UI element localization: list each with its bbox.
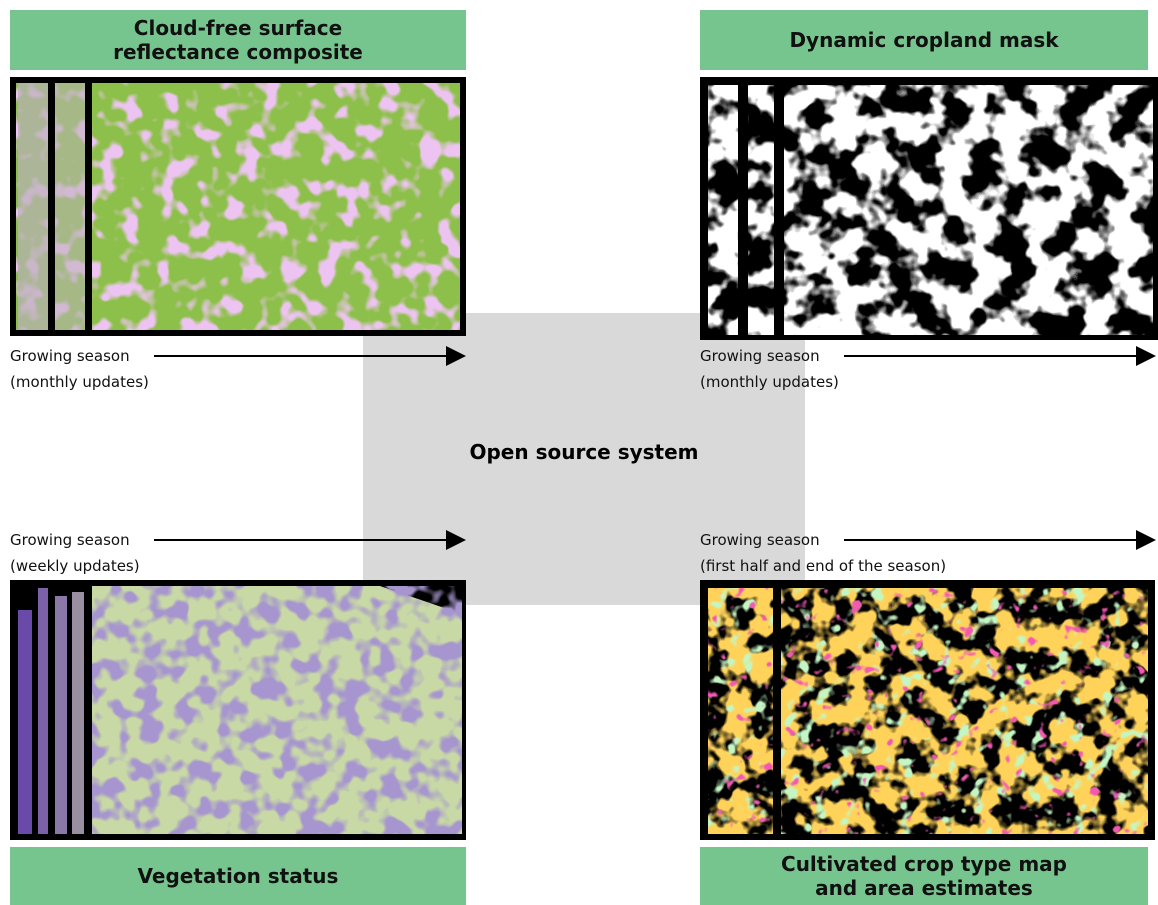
caption: Growing season(weekly updates) xyxy=(10,527,140,579)
page: Cloud-free surfacereflectance composite … xyxy=(0,0,1158,905)
caption: Growing season(first half and end of the… xyxy=(700,527,946,579)
title-line: Cultivated crop type map xyxy=(781,852,1067,876)
title-line: Dynamic cropland mask xyxy=(789,28,1058,52)
caption-line: (weekly updates) xyxy=(10,553,140,579)
caption: Growing season(monthly updates) xyxy=(10,343,149,395)
panel-title: Dynamic cropland mask xyxy=(700,10,1148,70)
crop-type-image xyxy=(700,580,1155,840)
cropland-mask-image xyxy=(700,77,1158,340)
caption-line: (monthly updates) xyxy=(10,369,149,395)
panel-title: Vegetation status xyxy=(10,847,466,905)
caption-line: Growing season xyxy=(10,343,149,369)
caption-line: Growing season xyxy=(700,343,839,369)
reflectance-image xyxy=(10,77,466,336)
title-line: reflectance composite xyxy=(113,40,363,64)
caption-line: Growing season xyxy=(700,527,946,553)
center-label: Open source system xyxy=(363,440,805,464)
title-line: Cloud-free surface xyxy=(134,16,342,40)
caption: Growing season(monthly updates) xyxy=(700,343,839,395)
title-line: and area estimates xyxy=(815,876,1033,900)
title-line: Vegetation status xyxy=(138,864,339,888)
caption-line: (first half and end of the season) xyxy=(700,553,946,579)
caption-line: Growing season xyxy=(10,527,140,553)
vegetation-image xyxy=(10,580,466,840)
caption-line: (monthly updates) xyxy=(700,369,839,395)
